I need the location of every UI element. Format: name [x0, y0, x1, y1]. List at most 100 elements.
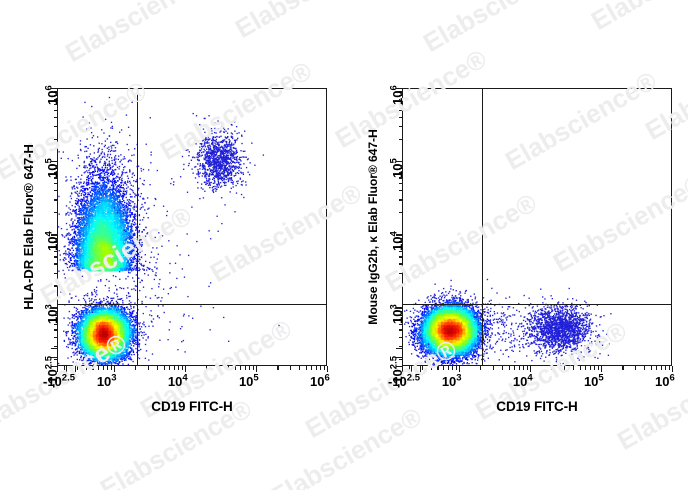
y-tick-mark — [398, 95, 402, 97]
y-tick-mark — [51, 234, 57, 236]
x-tick-mark — [277, 366, 279, 370]
x-tick-label: -102.5 — [43, 372, 76, 389]
x-tick-mark — [480, 366, 482, 370]
x-tick-mark — [163, 366, 165, 370]
x-tick-mark — [529, 366, 532, 372]
y-tick-mark — [396, 88, 402, 90]
y-tick-mark — [53, 91, 57, 93]
y-tick-mark — [398, 256, 402, 258]
y-tick-mark — [398, 172, 402, 174]
y-tick-mark — [398, 250, 402, 252]
y-tick-mark — [53, 345, 57, 347]
quadrant-gate-vertical-right[interactable] — [481, 88, 484, 366]
x-tick-mark — [458, 366, 461, 372]
x-tick-mark — [492, 366, 494, 370]
y-tick-mark — [53, 172, 57, 174]
x-tick-mark — [240, 366, 242, 370]
x-tick-mark — [57, 366, 59, 372]
y-tick-mark — [53, 110, 57, 112]
x-tick-mark — [594, 366, 596, 370]
x-tick-mark — [622, 366, 624, 370]
x-tick-mark — [227, 366, 229, 370]
x-tick-mark — [665, 366, 667, 370]
y-tick-mark — [396, 347, 402, 349]
x-tick-mark — [526, 366, 528, 370]
y-tick-mark — [51, 88, 57, 90]
x-tick-mark — [315, 366, 318, 370]
y-tick-mark — [53, 272, 57, 274]
x-tick-mark — [402, 366, 404, 372]
y-tick-mark — [398, 91, 402, 93]
x-tick-mark — [85, 366, 87, 370]
x-tick-mark — [443, 366, 445, 370]
x-tick-mark — [419, 366, 421, 372]
x-tick-label: 103 — [96, 372, 117, 389]
y-tick-mark — [398, 272, 402, 274]
y-tick-mark — [398, 117, 402, 119]
x-tick-mark — [218, 366, 220, 370]
x-tick-mark — [244, 366, 247, 370]
y-tick-label: 106 — [388, 85, 405, 105]
y-tick-mark — [53, 314, 57, 316]
x-tick-mark — [98, 366, 100, 370]
x-tick-mark — [64, 366, 66, 370]
y-tick-label: 105 — [43, 158, 60, 179]
x-tick-mark — [327, 366, 329, 372]
y-tick-label: 104 — [43, 231, 60, 252]
x-tick-mark — [147, 366, 149, 370]
y-tick-label: -102.5 — [43, 355, 60, 388]
y-tick-mark — [398, 104, 402, 106]
y-tick-mark — [398, 126, 402, 128]
y-axis-title-right: Mouse IgG2b, κ Elab Fluor® 647-H — [366, 129, 380, 325]
y-tick-label: 105 — [388, 158, 405, 179]
x-tick-label: 104 — [167, 372, 188, 389]
y-tick-mark — [51, 366, 57, 368]
x-tick-mark — [206, 366, 208, 370]
x-tick-mark — [298, 366, 300, 370]
y-tick-mark — [53, 241, 57, 243]
x-tick-mark — [113, 366, 116, 372]
y-tick-mark — [396, 366, 402, 368]
y-tick-mark — [53, 250, 57, 252]
x-tick-mark — [74, 366, 76, 372]
y-tick-mark — [51, 307, 57, 309]
x-tick-mark — [76, 366, 78, 370]
y-tick-mark — [396, 307, 402, 309]
y-tick-mark — [398, 99, 402, 101]
y-tick-mark — [53, 285, 57, 287]
x-tick-mark — [455, 366, 457, 370]
x-tick-label: -102.5 — [388, 372, 421, 389]
x-tick-mark — [589, 366, 592, 370]
x-tick-mark — [430, 366, 432, 370]
quadrant-gate-vertical-left[interactable] — [136, 88, 139, 366]
y-tick-mark — [398, 190, 402, 192]
y-tick-mark — [398, 310, 402, 312]
x-tick-mark — [255, 366, 258, 372]
y-tick-mark — [398, 177, 402, 179]
y-tick-mark — [53, 168, 57, 170]
y-tick-mark — [53, 104, 57, 106]
quadrant-gate-horizontal-right[interactable] — [402, 303, 672, 306]
y-tick-mark — [398, 237, 402, 239]
y-tick-mark — [53, 329, 57, 331]
x-tick-mark — [656, 366, 658, 370]
scatter-canvas-left — [57, 88, 327, 366]
x-tick-mark — [289, 366, 292, 370]
y-tick-mark — [53, 310, 57, 312]
y-tick-label: -102.5 — [388, 355, 405, 388]
x-tick-mark — [563, 366, 565, 370]
y-tick-mark — [396, 161, 402, 163]
y-tick-mark — [53, 117, 57, 119]
y-tick-mark — [396, 234, 402, 236]
y-tick-mark — [398, 318, 402, 320]
flow-panel-right: CD19 FITC-H Mouse IgG2b, κ Elab Fluor® 6… — [344, 0, 688, 490]
y-tick-mark — [53, 358, 57, 360]
scatter-canvas-right — [402, 88, 672, 366]
y-tick-mark — [51, 347, 57, 349]
x-tick-mark — [597, 366, 599, 370]
x-tick-label: 103 — [441, 372, 462, 389]
y-tick-mark — [51, 161, 57, 163]
y-tick-mark — [53, 95, 57, 97]
quadrant-gate-horizontal-left[interactable] — [57, 303, 327, 306]
x-tick-label: 105 — [583, 372, 604, 389]
